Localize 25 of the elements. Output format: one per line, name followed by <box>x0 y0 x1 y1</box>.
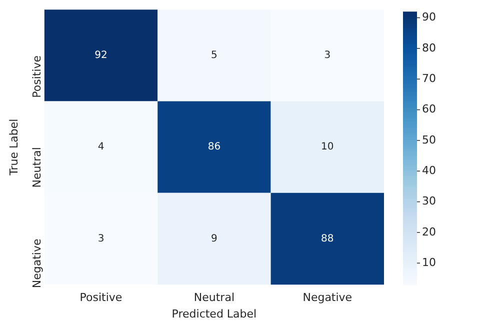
data-label: 88 <box>321 233 334 244</box>
y-tick-label: Neutral <box>30 147 44 188</box>
color-bar-label: 50 <box>422 133 436 146</box>
x-axis-title: Predicted Label <box>172 307 257 320</box>
data-label: 10 <box>321 142 334 153</box>
color-bar-label: 10 <box>422 256 436 269</box>
data-label: 3 <box>324 50 331 62</box>
data-label: 3 <box>98 233 104 244</box>
x-tick-label: Neutral <box>194 291 235 304</box>
x-tick-label: Negative <box>302 291 352 304</box>
color-bar-label: 90 <box>422 10 436 24</box>
y-axis-title: True Label <box>7 118 20 176</box>
data-label: 9 <box>211 233 218 244</box>
color-bar-label: 30 <box>422 194 436 208</box>
data-label: 4 <box>98 142 104 153</box>
data-label: 86 <box>208 142 221 153</box>
color-bar-label: 80 <box>422 41 436 54</box>
data-label: 92 <box>94 50 108 62</box>
color-bar-label: 70 <box>422 72 436 85</box>
color-bar-label: 20 <box>422 225 436 238</box>
y-tick-label: Positive <box>30 55 44 98</box>
color-bar-label: 40 <box>422 164 436 177</box>
x-tick-label: Positive <box>80 291 122 304</box>
color-bar-label: 60 <box>422 102 436 116</box>
data-label: 5 <box>211 50 218 62</box>
